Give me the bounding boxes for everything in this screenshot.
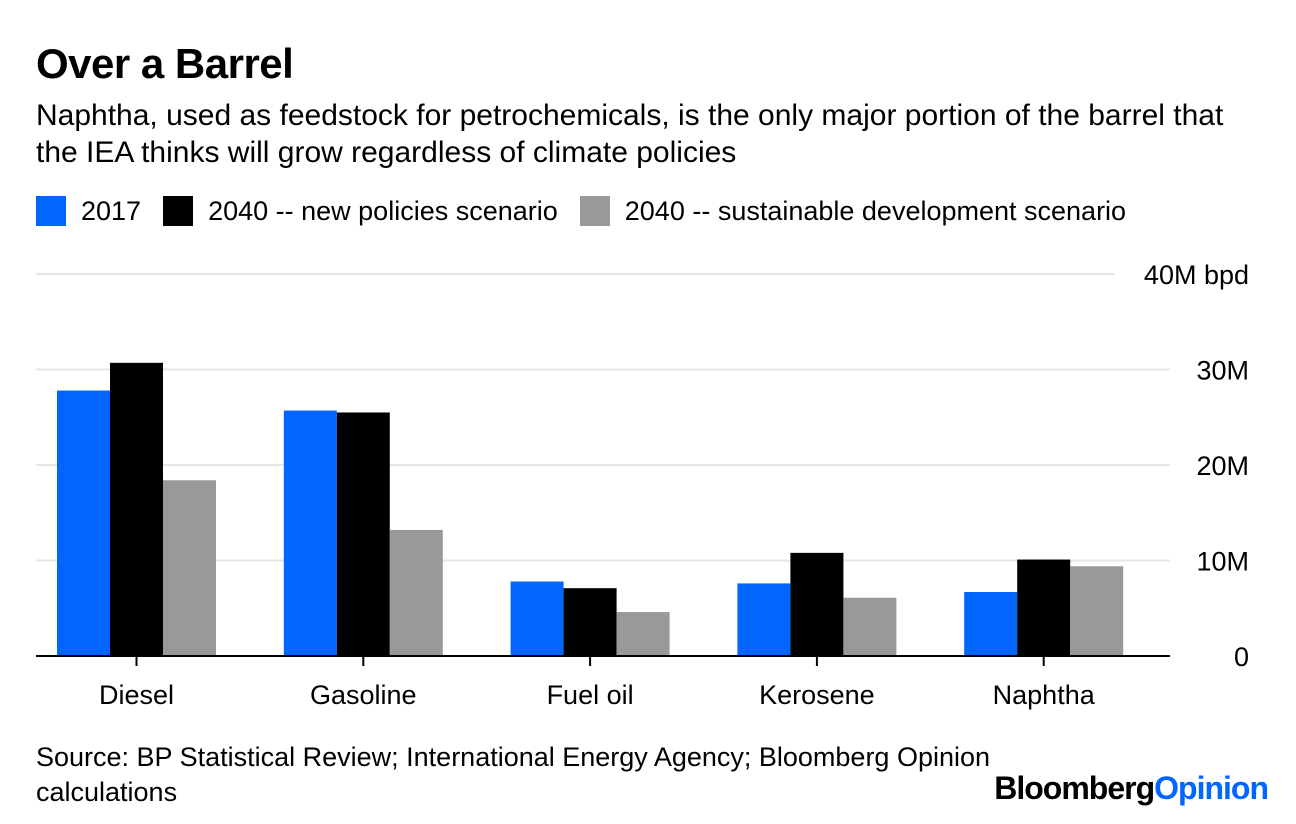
chart-subtitle: Naphtha, used as feedstock for petrochem… <box>36 99 1224 169</box>
legend-item-2017: 2017 <box>36 196 141 227</box>
bar-kerosene-2 <box>843 597 897 656</box>
bar-fuel-oil-1 <box>563 588 617 656</box>
y-tick-label: 20M <box>1196 451 1249 481</box>
source-note: Source: BP Statistical Review; Internati… <box>36 742 991 807</box>
bar-kerosene-0 <box>737 583 791 656</box>
legend-item-sustainable: 2040 -- sustainable development scenario <box>579 195 1127 227</box>
x-tick-label: Gasoline <box>310 680 417 710</box>
legend-label-sustainable: 2040 -- sustainable development scenario <box>624 195 1127 226</box>
y-tick-label: 30M <box>1196 356 1249 386</box>
legend-swatch-new-policies <box>163 196 194 226</box>
bar-diesel-0 <box>57 390 110 656</box>
x-tick-label: Naphtha <box>993 680 1096 710</box>
bar-gasoline-1 <box>336 412 390 656</box>
chart-title: Over a Barrel <box>36 40 294 87</box>
legend-label-2017: 2017 <box>81 195 142 226</box>
bar-diesel-1 <box>110 362 163 656</box>
legend-label-new-policies: 2040 -- new policies scenario <box>208 195 558 226</box>
bar-naphtha-1 <box>1017 559 1071 656</box>
bar-diesel-2 <box>163 480 216 656</box>
legend: 2017 2040 -- new policies scenario 2040 … <box>36 193 1148 229</box>
legend-swatch-2017 <box>36 196 66 226</box>
logo-opinion-text: Opinion <box>1154 770 1269 806</box>
bar-fuel-oil-2 <box>616 612 670 656</box>
legend-item-new-policies: 2040 -- new policies scenario <box>163 196 558 227</box>
bloomberg-opinion-logo: BloombergOpinion <box>994 770 1269 807</box>
bar-gasoline-0 <box>283 410 337 656</box>
bar-naphtha-2 <box>1070 566 1124 656</box>
bar-fuel-oil-0 <box>510 581 564 656</box>
x-tick-label: Fuel oil <box>547 680 634 710</box>
x-tick-label: Kerosene <box>759 680 875 710</box>
y-tick-label: 40M bpd <box>1144 260 1249 290</box>
legend-swatch-sustainable <box>579 196 610 226</box>
bar-gasoline-2 <box>389 529 443 656</box>
y-tick-label: 10M <box>1196 547 1249 577</box>
x-tick-label: Diesel <box>99 680 174 710</box>
y-tick-label: 0 <box>1234 642 1249 672</box>
bar-kerosene-1 <box>790 552 844 656</box>
logo-bloomberg-text: Bloomberg <box>994 770 1155 806</box>
bar-naphtha-0 <box>964 592 1018 656</box>
